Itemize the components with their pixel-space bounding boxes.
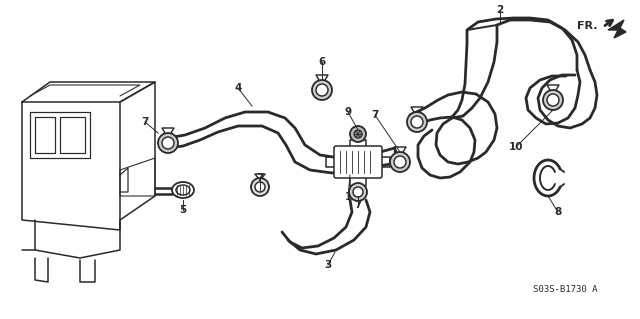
Circle shape	[349, 183, 367, 201]
Circle shape	[354, 130, 362, 138]
Text: 7: 7	[355, 200, 362, 210]
Circle shape	[312, 80, 332, 100]
Text: 7: 7	[371, 110, 379, 120]
Circle shape	[543, 90, 563, 110]
Circle shape	[411, 116, 423, 128]
Text: 2: 2	[497, 5, 504, 15]
Circle shape	[255, 182, 265, 192]
Text: 5: 5	[179, 205, 187, 215]
Circle shape	[350, 126, 366, 142]
Circle shape	[547, 94, 559, 106]
Text: 7: 7	[256, 173, 264, 183]
Ellipse shape	[172, 182, 194, 198]
Text: 4: 4	[234, 83, 242, 93]
Circle shape	[394, 156, 406, 168]
Text: S03S-B1730 A: S03S-B1730 A	[532, 286, 597, 294]
Text: 1: 1	[344, 192, 351, 202]
Ellipse shape	[176, 185, 190, 195]
Polygon shape	[608, 20, 626, 38]
Circle shape	[390, 152, 410, 172]
Text: FR.: FR.	[577, 21, 598, 31]
Circle shape	[407, 112, 427, 132]
Circle shape	[251, 178, 269, 196]
FancyBboxPatch shape	[334, 146, 382, 178]
Text: 6: 6	[318, 57, 326, 67]
Circle shape	[162, 137, 174, 149]
Circle shape	[316, 84, 328, 96]
Text: 10: 10	[509, 142, 524, 152]
Circle shape	[353, 187, 363, 197]
Text: 3: 3	[324, 260, 332, 270]
Text: 8: 8	[554, 207, 562, 217]
Text: 9: 9	[344, 107, 351, 117]
Circle shape	[158, 133, 178, 153]
Text: 7: 7	[141, 117, 148, 127]
